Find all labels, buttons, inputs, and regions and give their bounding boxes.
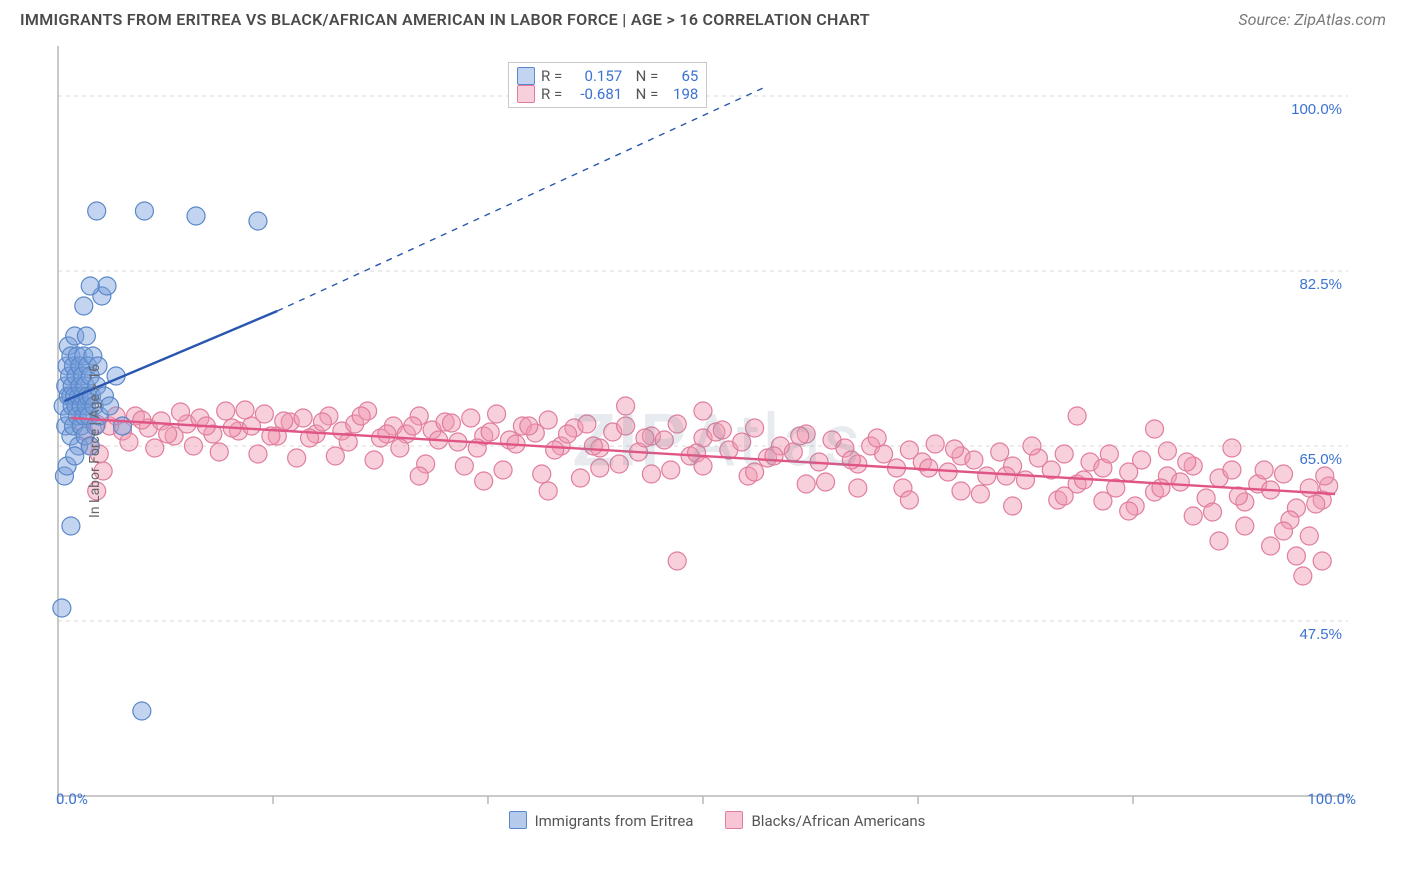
legend-swatch [725, 811, 743, 829]
svg-text:47.5%: 47.5% [1299, 626, 1342, 643]
legend-swatch [517, 67, 535, 85]
x-axis-min: 0.0% [56, 790, 88, 808]
chart-title: IMMIGRANTS FROM ERITREA VS BLACK/AFRICAN… [20, 10, 870, 29]
chart-container: In Labor Force | Age > 16 47.5% 65.0% 82.5… [48, 46, 1386, 836]
x-axis-max: 100.0% [1307, 790, 1356, 808]
legend-item: Blacks/African Americans [725, 811, 925, 830]
y-axis-label: In Labor Force | Age > 16 [87, 364, 103, 518]
correlation-row: R =-0.681 N =198 [517, 85, 698, 103]
source-label: Source: ZipAtlas.com [1238, 10, 1386, 29]
correlation-legend: R =0.157 N =65R =-0.681 N =198 [508, 62, 707, 108]
correlation-row: R =0.157 N =65 [517, 67, 698, 85]
svg-text:100.0%: 100.0% [1291, 101, 1342, 118]
legend-swatch [509, 811, 527, 829]
svg-text:82.5%: 82.5% [1299, 276, 1342, 293]
legend-item: Immigrants from Eritrea [509, 811, 694, 830]
legend-bottom: Immigrants from Eritrea Blacks/African Am… [48, 811, 1386, 830]
svg-text:65.0%: 65.0% [1299, 451, 1342, 468]
scatter-plot: 47.5% 65.0% 82.5% 100.0% [48, 46, 1378, 836]
legend-swatch [517, 85, 535, 103]
